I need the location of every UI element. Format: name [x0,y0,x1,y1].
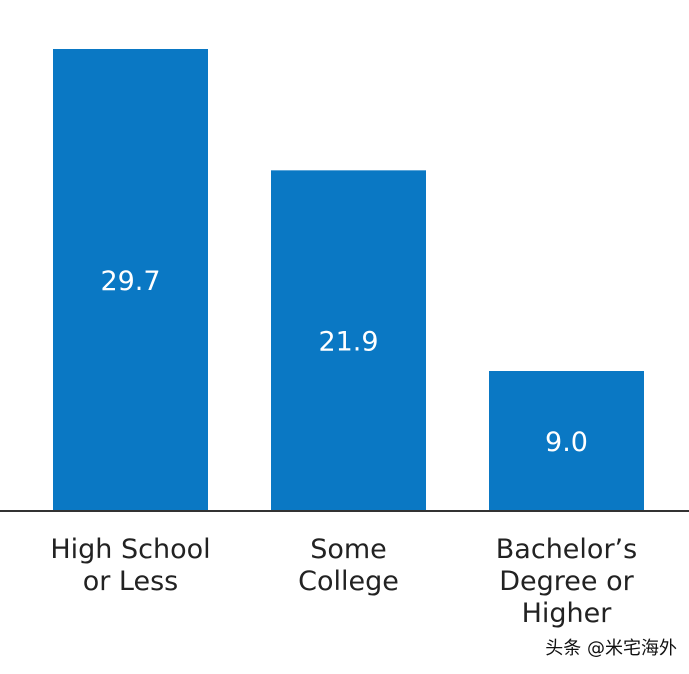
bar-1 [271,170,426,512]
watermark-text: 头条 @米宅海外 [545,638,677,659]
bar-labels-group: 29.7 21.9 9.0 [100,266,588,458]
bar-value-label-1: 21.9 [318,327,378,358]
bar-0 [53,49,208,511]
category-label-1: Some College [298,534,399,597]
category-label-0: High School or Less [50,534,211,597]
category-label-2: Bachelor’s Degree or Higher [495,534,638,629]
bars-group [53,49,644,512]
bar-value-label-2: 9.0 [545,427,588,458]
bar-2 [489,371,644,511]
bar-value-label-0: 29.7 [100,266,160,297]
